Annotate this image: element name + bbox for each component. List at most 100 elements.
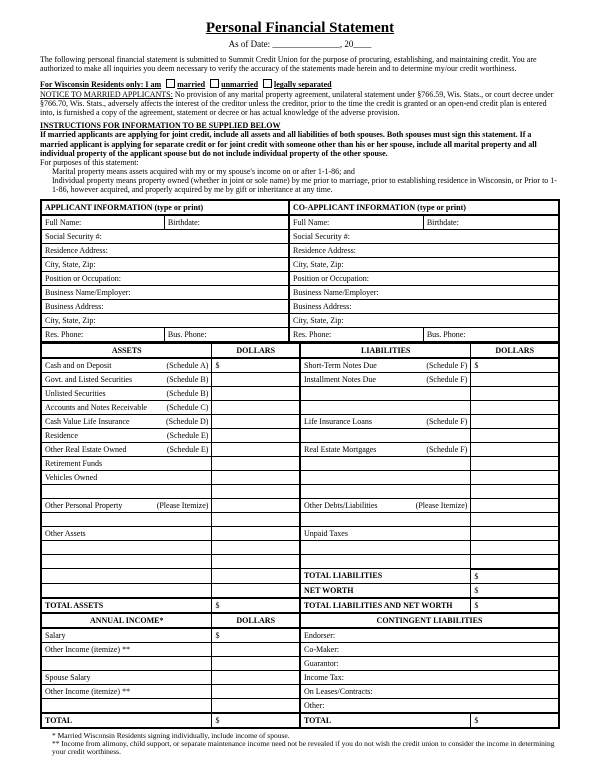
a-addr[interactable]: Residence Address: [41,243,289,257]
a-birthdate[interactable]: Birthdate: [164,215,289,230]
c-pos[interactable]: Position or Occupation: [289,271,559,285]
liab-dollar[interactable]: $ [471,358,559,373]
asset-dollar[interactable] [212,526,300,540]
asset-dollar[interactable] [212,372,300,386]
asset-row[interactable] [41,512,212,526]
liab-dollar[interactable] [471,526,559,540]
liab-dollar[interactable] [471,386,559,400]
liab-row[interactable]: Real Estate Mortgages(Schedule F) [300,442,471,456]
asset-row[interactable]: Unlisted Securities(Schedule B) [41,386,212,400]
income-dollar[interactable]: $ [212,628,300,643]
liab-dollar[interactable] [471,442,559,456]
asset-dollar[interactable] [212,428,300,442]
liab-dollar[interactable] [471,400,559,414]
income-dollar[interactable] [212,670,300,684]
liab-dollar[interactable] [471,456,559,470]
liab-row[interactable]: Short-Term Notes Due(Schedule F) [300,358,471,373]
asset-row[interactable]: Cash and on Deposit(Schedule A) [41,358,212,373]
asset-row[interactable]: Residence(Schedule E) [41,428,212,442]
asset-row[interactable]: Cash Value Life Insurance(Schedule D) [41,414,212,428]
asset-dollar[interactable] [212,414,300,428]
liab-dollar[interactable] [471,372,559,386]
total-liab-nw-val[interactable]: $ [471,598,559,613]
married-checkbox[interactable] [166,79,175,88]
asset-dollar[interactable]: $ [212,358,300,373]
contingent-total-val[interactable]: $ [471,713,559,728]
a-csz[interactable]: City, State, Zip: [41,257,289,271]
asset-dollar[interactable] [212,498,300,512]
c-fullname[interactable]: Full Name: [289,215,423,230]
asset-row[interactable]: Govt. and Listed Securities(Schedule B) [41,372,212,386]
income-dollar[interactable] [212,698,300,713]
c-ssn[interactable]: Social Security #: [289,229,559,243]
income-row[interactable] [41,698,212,713]
asset-dollar[interactable] [212,470,300,484]
asset-row[interactable]: Other Personal Property(Please Itemize) [41,498,212,512]
asset-dollar[interactable] [212,456,300,470]
contingent-row[interactable]: On Leases/Contracts: [300,684,559,698]
liab-row[interactable] [300,428,471,442]
total-liab-val[interactable]: $ [471,569,559,584]
a-resphone[interactable]: Res. Phone: [41,327,164,342]
a-pos[interactable]: Position or Occupation: [41,271,289,285]
liab-dollar[interactable] [471,540,559,554]
separated-checkbox[interactable] [263,79,272,88]
liab-dollar[interactable] [471,414,559,428]
liab-dollar[interactable] [471,470,559,484]
asset-row[interactable]: Other Real Estate Owned(Schedule E) [41,442,212,456]
asset-dollar[interactable] [212,554,300,569]
contingent-row[interactable]: Guarantor: [300,656,559,670]
liab-row[interactable] [300,512,471,526]
income-total-val[interactable]: $ [212,713,300,728]
a-baddr[interactable]: Business Address: [41,299,289,313]
asset-dollar[interactable] [212,400,300,414]
c-bcsz[interactable]: City, State, Zip: [289,313,559,327]
asset-dollar[interactable] [212,386,300,400]
total-assets-val[interactable]: $ [212,598,300,613]
liab-dollar[interactable] [471,554,559,569]
liab-row[interactable]: Life Insurance Loans(Schedule F) [300,414,471,428]
asset-row[interactable] [41,554,212,569]
asset-row[interactable]: Retirement Funds [41,456,212,470]
liab-row[interactable] [300,554,471,569]
income-row[interactable]: Other Income (itemize) ** [41,642,212,656]
asset-d-16[interactable] [212,583,300,598]
asset-d-15[interactable] [212,569,300,584]
a-fullname[interactable]: Full Name: [41,215,164,230]
c-birthdate[interactable]: Birthdate: [423,215,559,230]
asset-dollar[interactable] [212,484,300,498]
a-ssn[interactable]: Social Security #: [41,229,289,243]
asset-dollar[interactable] [212,512,300,526]
income-dollar[interactable] [212,656,300,670]
unmarried-checkbox[interactable] [210,79,219,88]
networth-val[interactable]: $ [471,583,559,598]
liab-dollar[interactable] [471,428,559,442]
liab-row[interactable] [300,470,471,484]
asset-row[interactable]: Accounts and Notes Receivable(Schedule C… [41,400,212,414]
income-row[interactable]: Salary [41,628,212,643]
liab-dollar[interactable] [471,512,559,526]
income-dollar[interactable] [212,642,300,656]
income-row[interactable] [41,656,212,670]
contingent-row[interactable]: Other: [300,698,559,713]
a-busphone[interactable]: Bus. Phone: [164,327,289,342]
asset-dollar[interactable] [212,442,300,456]
asset-blank-16[interactable] [41,583,212,598]
c-csz[interactable]: City, State, Zip: [289,257,559,271]
contingent-row[interactable]: Income Tax: [300,670,559,684]
liab-row[interactable] [300,456,471,470]
liab-row[interactable] [300,484,471,498]
liab-dollar[interactable] [471,484,559,498]
liab-dollar[interactable] [471,498,559,512]
c-baddr[interactable]: Business Address: [289,299,559,313]
liab-row[interactable]: Installment Notes Due(Schedule F) [300,372,471,386]
asset-dollar[interactable] [212,540,300,554]
a-bcsz[interactable]: City, State, Zip: [41,313,289,327]
asset-row[interactable] [41,484,212,498]
contingent-row[interactable]: Endorser: [300,628,559,643]
liab-row[interactable]: Unpaid Taxes [300,526,471,540]
a-emp[interactable]: Business Name/Employer: [41,285,289,299]
c-resphone[interactable]: Res. Phone: [289,327,423,342]
contingent-row[interactable]: Co-Maker: [300,642,559,656]
liab-row[interactable] [300,400,471,414]
